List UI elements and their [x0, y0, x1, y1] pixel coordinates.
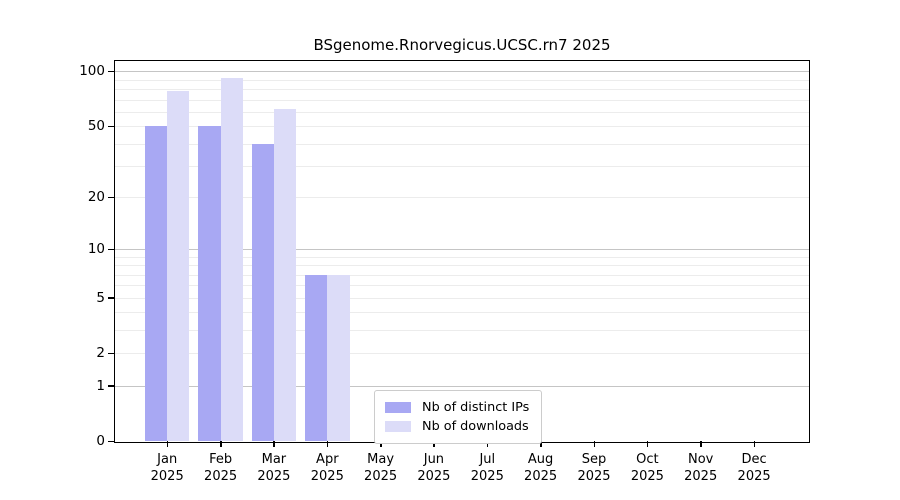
x-tick-label-apr: Apr 2025 — [310, 452, 344, 484]
y-tick-100 — [108, 70, 114, 73]
x-tick-label-dec: Dec 2025 — [737, 452, 771, 484]
x-tick-feb — [220, 441, 222, 447]
bar-apr-nb-of-downloads — [327, 274, 350, 441]
x-tick-label-nov: Nov 2025 — [684, 452, 718, 484]
gridline-minor-9 — [115, 256, 809, 258]
y-tick-label-0: 0 — [96, 433, 105, 449]
y-tick-1 — [108, 385, 114, 387]
x-tick-label-jul: Jul 2025 — [470, 452, 504, 484]
gridline-minor-90 — [115, 79, 809, 81]
x-tick-label-jun: Jun 2025 — [417, 452, 451, 484]
y-tick-label-2: 2 — [96, 345, 105, 361]
y-tick-label-1: 1 — [96, 377, 105, 394]
x-tick-label-feb: Feb 2025 — [204, 452, 238, 484]
y-tick-20 — [108, 196, 114, 199]
x-tick-jan — [166, 441, 169, 447]
legend-item-downloads: Nb of downloads — [385, 418, 531, 435]
gridline-minor-8 — [115, 265, 809, 266]
gridline-minor-30 — [115, 166, 809, 167]
y-tick-label-10: 10 — [87, 241, 105, 257]
x-tick-label-sep: Sep 2025 — [577, 452, 611, 484]
gridline-minor-50 — [115, 126, 809, 128]
legend-swatch-downloads-icon — [385, 421, 411, 432]
bar-apr-nb-of-distinct-ips — [304, 274, 328, 441]
bar-feb-nb-of-distinct-ips — [198, 126, 221, 441]
y-tick-label-5: 5 — [96, 289, 105, 306]
legend-item-distinct-ips: Nb of distinct IPs — [385, 399, 531, 416]
x-tick-label-jan: Jan 2025 — [150, 452, 184, 484]
x-tick-sep — [593, 441, 595, 447]
y-tick-10 — [108, 248, 114, 250]
legend-label-distinct-ips: Nb of distinct IPs — [422, 400, 530, 415]
x-tick-apr — [326, 441, 329, 447]
gridline-major-100 — [115, 71, 809, 73]
gridline-major-1 — [115, 385, 809, 387]
y-tick-label-50: 50 — [87, 118, 105, 135]
x-tick-may — [380, 441, 382, 447]
gridline-minor-2 — [115, 353, 809, 354]
gridline-minor-7 — [115, 274, 809, 276]
bar-mar-nb-of-distinct-ips — [251, 143, 274, 441]
y-tick-5 — [108, 297, 114, 299]
gridline-minor-3 — [115, 330, 809, 331]
x-tick-dec — [753, 441, 756, 447]
x-tick-label-may: May 2025 — [364, 452, 398, 484]
plot-area: Jan 2025 Feb 2025 Mar 2025 Apr 2025 May 2025… — [79, 60, 810, 484]
legend: Nb of distinct IPs Nb of downloads — [374, 390, 542, 444]
x-tick-jul — [486, 441, 489, 447]
x-tick-oct — [646, 441, 649, 447]
y-tick-2 — [108, 352, 114, 354]
gridline-major-10 — [115, 249, 809, 250]
y-tick-label-20: 20 — [87, 189, 105, 206]
gridline-minor-20 — [115, 197, 809, 199]
gridline-minor-6 — [115, 285, 809, 287]
gridline-minor-60 — [115, 111, 809, 113]
y-tick-50 — [108, 125, 114, 128]
chart-title: BSgenome.Rnorvegicus.UCSC.rn7 2025 — [313, 36, 611, 54]
bar-mar-nb-of-downloads — [273, 109, 297, 441]
x-tick-jun — [433, 441, 435, 447]
gridline-minor-70 — [115, 99, 809, 101]
gridline-minor-4 — [115, 312, 809, 314]
legend-label-downloads: Nb of downloads — [422, 419, 529, 434]
bar-jan-nb-of-downloads — [167, 91, 190, 441]
legend-swatch-distinct-ips-icon — [385, 402, 411, 413]
x-tick-label-aug: Aug 2025 — [524, 452, 558, 484]
bar-jan-nb-of-distinct-ips — [144, 126, 168, 441]
gridline-minor-80 — [115, 89, 809, 91]
y-tick-0 — [108, 440, 114, 442]
x-tick-label-mar: Mar 2025 — [257, 452, 291, 484]
y-tick-label-100: 100 — [79, 63, 105, 80]
x-tick-aug — [540, 441, 542, 447]
gridline-minor-40 — [115, 143, 809, 145]
x-tick-label-oct: Oct 2025 — [630, 452, 664, 484]
x-tick-nov — [700, 441, 702, 447]
gridline-minor-5 — [115, 297, 809, 299]
x-tick-mar — [273, 441, 275, 447]
bar-feb-nb-of-downloads — [220, 78, 243, 441]
